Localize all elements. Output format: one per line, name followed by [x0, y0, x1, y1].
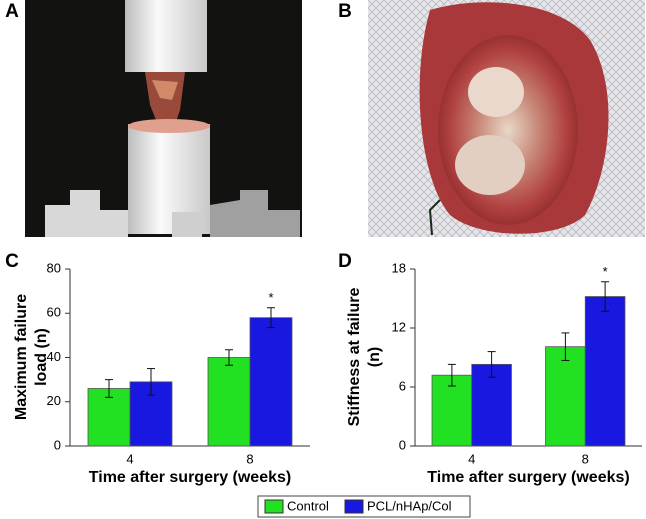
x-axis-label: Time after surgery (weeks)	[427, 469, 629, 486]
y-tick-label: 80	[47, 260, 61, 275]
panel-label: A	[5, 1, 19, 22]
bar	[545, 346, 586, 447]
y-axis-label: Stiffness at failure	[346, 288, 363, 427]
y-tick-label: 20	[47, 393, 61, 408]
bar	[584, 296, 626, 447]
bar	[471, 363, 512, 447]
bar	[87, 388, 131, 447]
y-tick-label: 40	[47, 349, 61, 364]
bar	[207, 357, 251, 447]
photo-a	[25, 0, 302, 237]
bar	[249, 317, 293, 447]
panel-label: B	[338, 1, 352, 22]
legend-label: PCL/nHAp/Col	[367, 498, 452, 513]
y-axis-label: (n)	[366, 347, 383, 367]
legend-label: Control	[287, 498, 329, 513]
x-axis-label: Time after surgery (weeks)	[89, 469, 291, 486]
legend-swatch	[344, 499, 364, 514]
y-tick-label: 18	[392, 260, 406, 275]
legend-frame	[257, 495, 471, 518]
bar	[431, 374, 473, 447]
significance-marker: *	[603, 264, 608, 279]
x-tick-label: 8	[582, 451, 589, 466]
y-tick-label: 12	[392, 319, 406, 334]
y-axis-label: Maximum failure	[13, 294, 30, 420]
x-tick-label: 4	[468, 451, 475, 466]
x-tick-label: 8	[246, 451, 253, 466]
legend-swatch	[264, 499, 284, 514]
x-tick-label: 4	[126, 451, 133, 466]
y-tick-label: 6	[399, 378, 406, 393]
y-tick-label: 60	[47, 305, 61, 320]
y-axis-label: load (n)	[33, 328, 50, 386]
y-tick-label: 0	[54, 437, 61, 452]
panel-label: C	[5, 251, 19, 272]
photo-b	[368, 0, 645, 237]
significance-marker: *	[268, 290, 273, 305]
y-tick-label: 0	[399, 437, 406, 452]
panel-label: D	[338, 251, 352, 272]
